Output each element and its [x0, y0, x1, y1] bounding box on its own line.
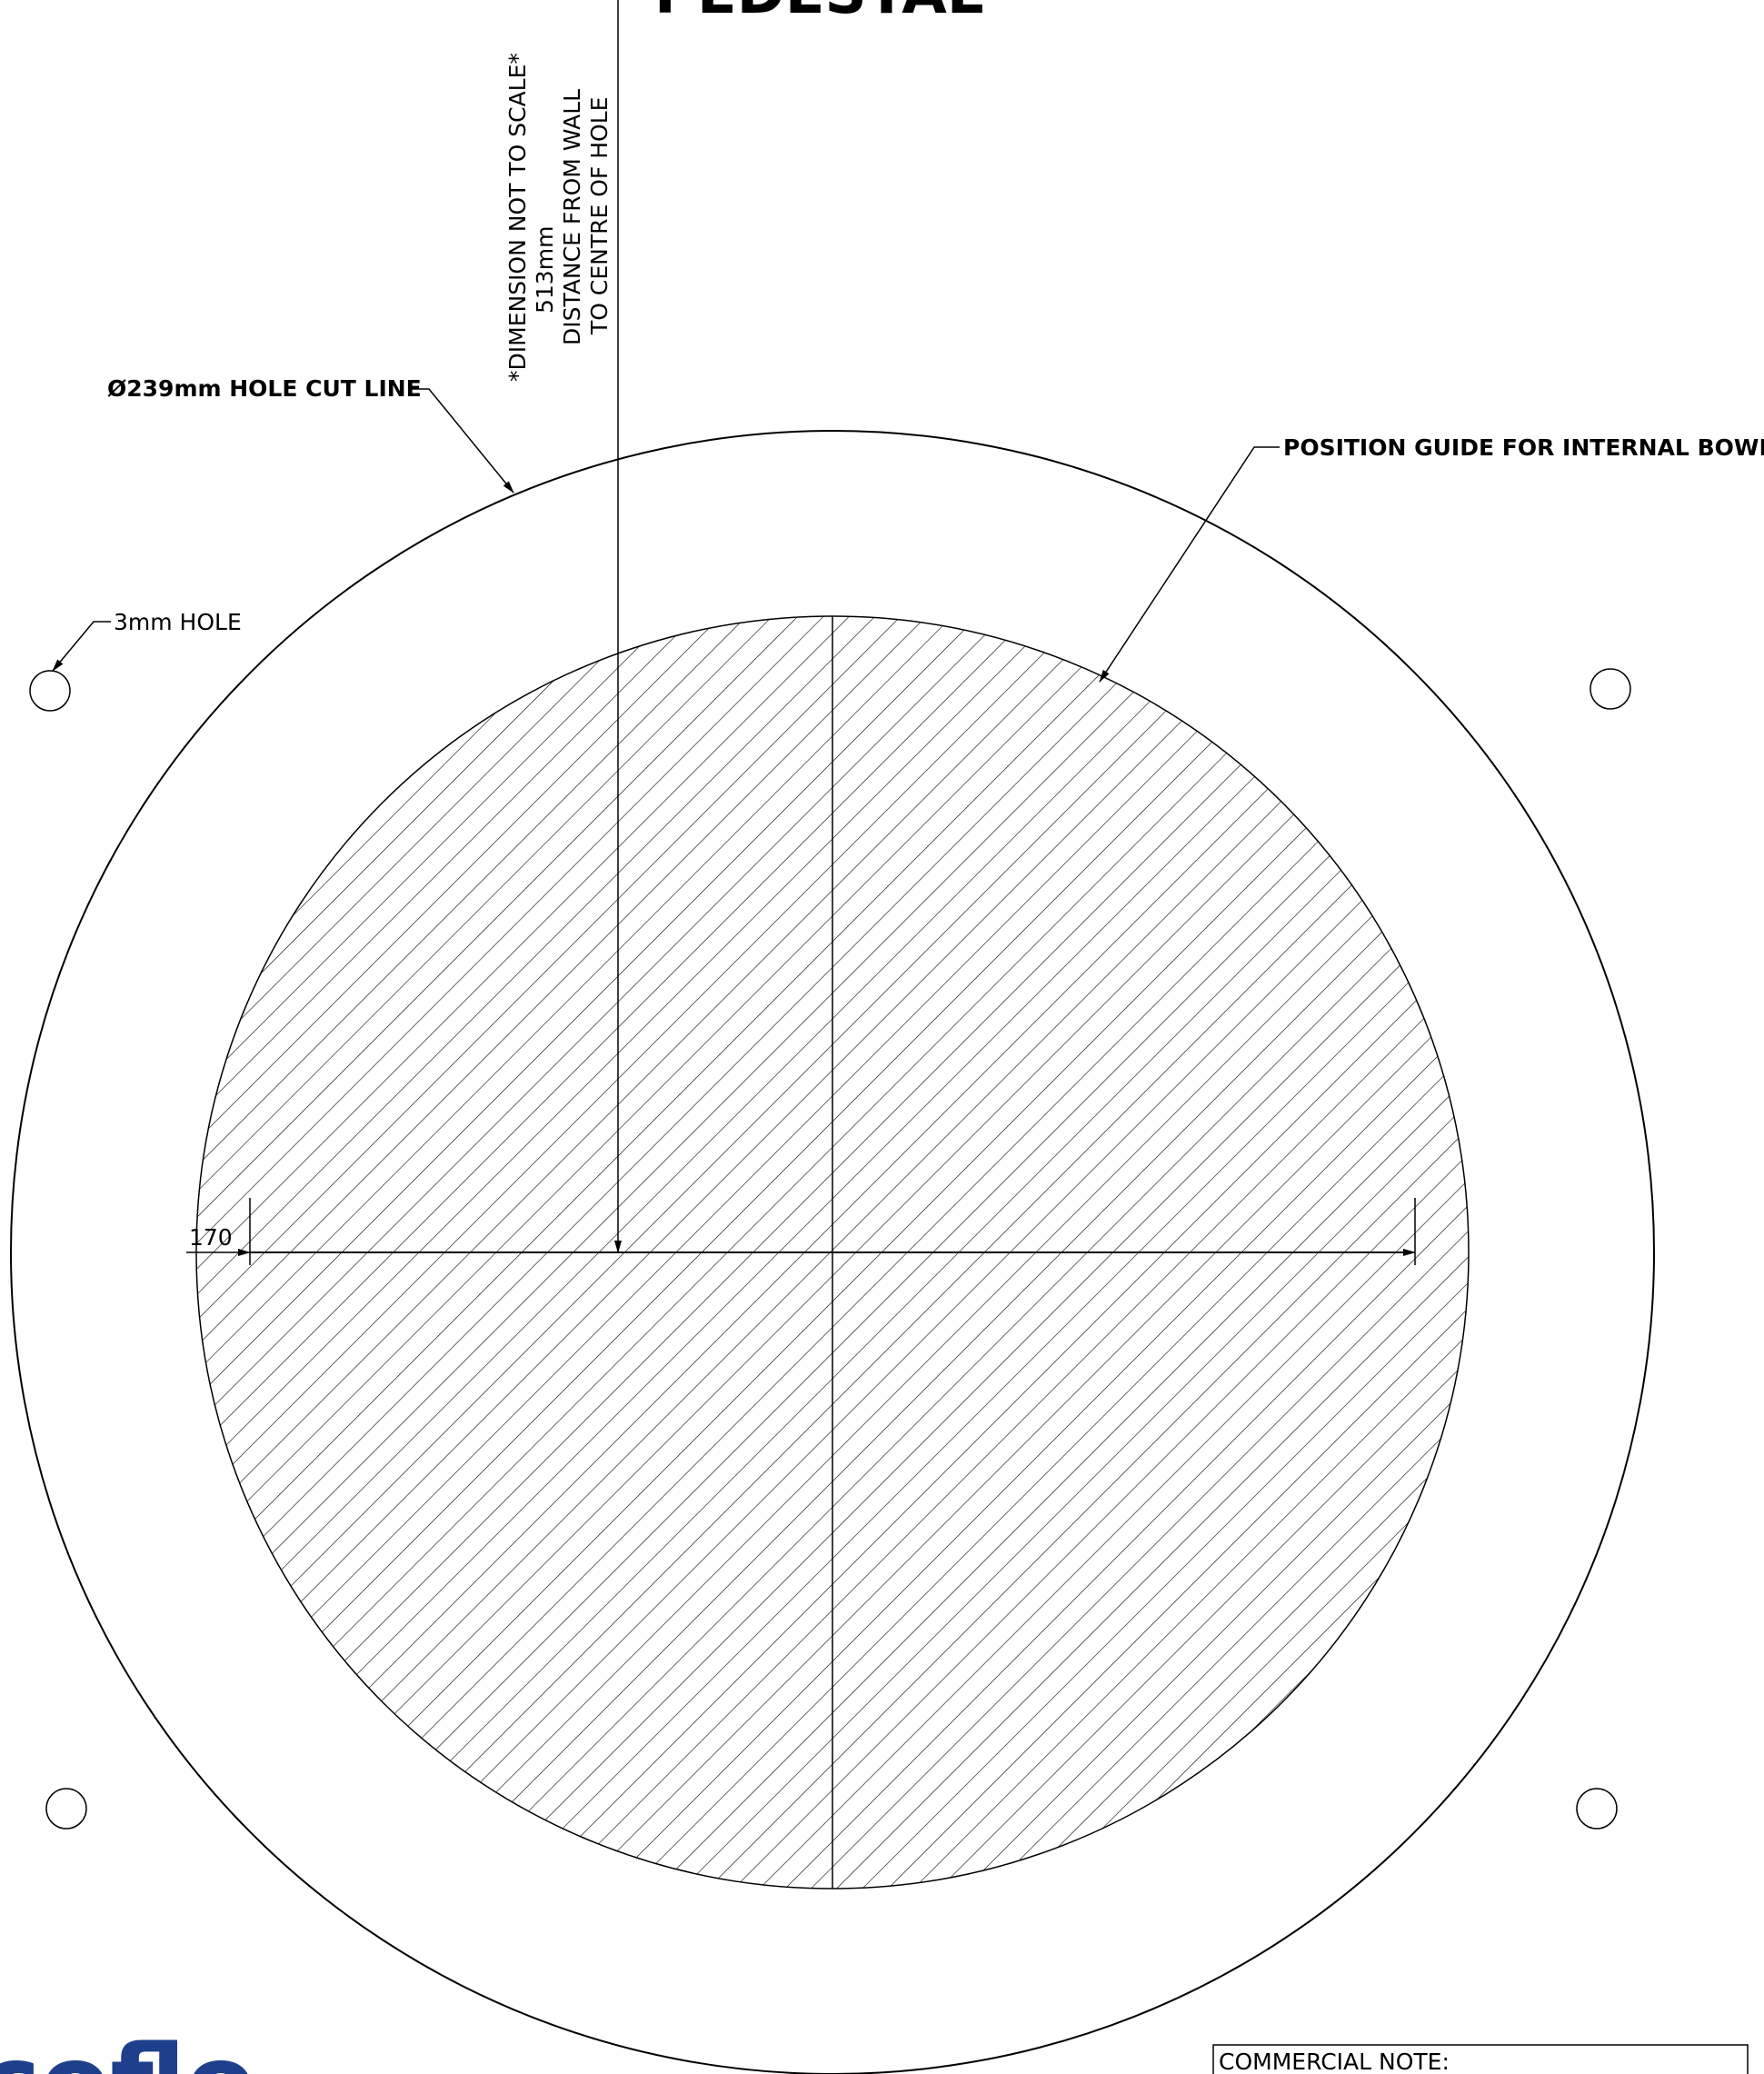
width-dimension-label: 170	[189, 1224, 233, 1251]
mounting-hole-bottom-right	[1576, 1788, 1618, 1830]
brand-logo: coflo	[0, 2024, 255, 2074]
hole-cut-circle	[10, 430, 1655, 2074]
small-hole-leader	[52, 621, 111, 672]
drawing-title: PEDESTAL	[654, 0, 984, 27]
commercial-note-box	[1212, 2044, 1749, 2074]
position-guide-label: POSITION GUIDE FOR INTERNAL BOWL	[1283, 434, 1764, 461]
dim-note-line-1: *DIMENSION NOT TO SCALE*	[504, 53, 531, 382]
dim-note-line-3: DISTANCE FROM WALL	[559, 89, 585, 345]
small-hole-label: 3mm HOLE	[114, 609, 242, 635]
dim-note-line-2: 513mm	[532, 226, 558, 314]
hole-cut-leader	[411, 388, 514, 494]
commercial-note-label: COMMERCIAL NOTE:	[1219, 2049, 1450, 2074]
hole-cut-line-label: Ø239mm HOLE CUT LINE	[107, 375, 422, 402]
mounting-hole-top-left	[29, 670, 71, 712]
mounting-hole-top-right	[1590, 668, 1631, 710]
dim-note-line-4: TO CENTRE OF HOLE	[586, 97, 613, 335]
position-guide-leader	[1099, 446, 1280, 683]
mounting-hole-bottom-left	[45, 1788, 87, 1830]
